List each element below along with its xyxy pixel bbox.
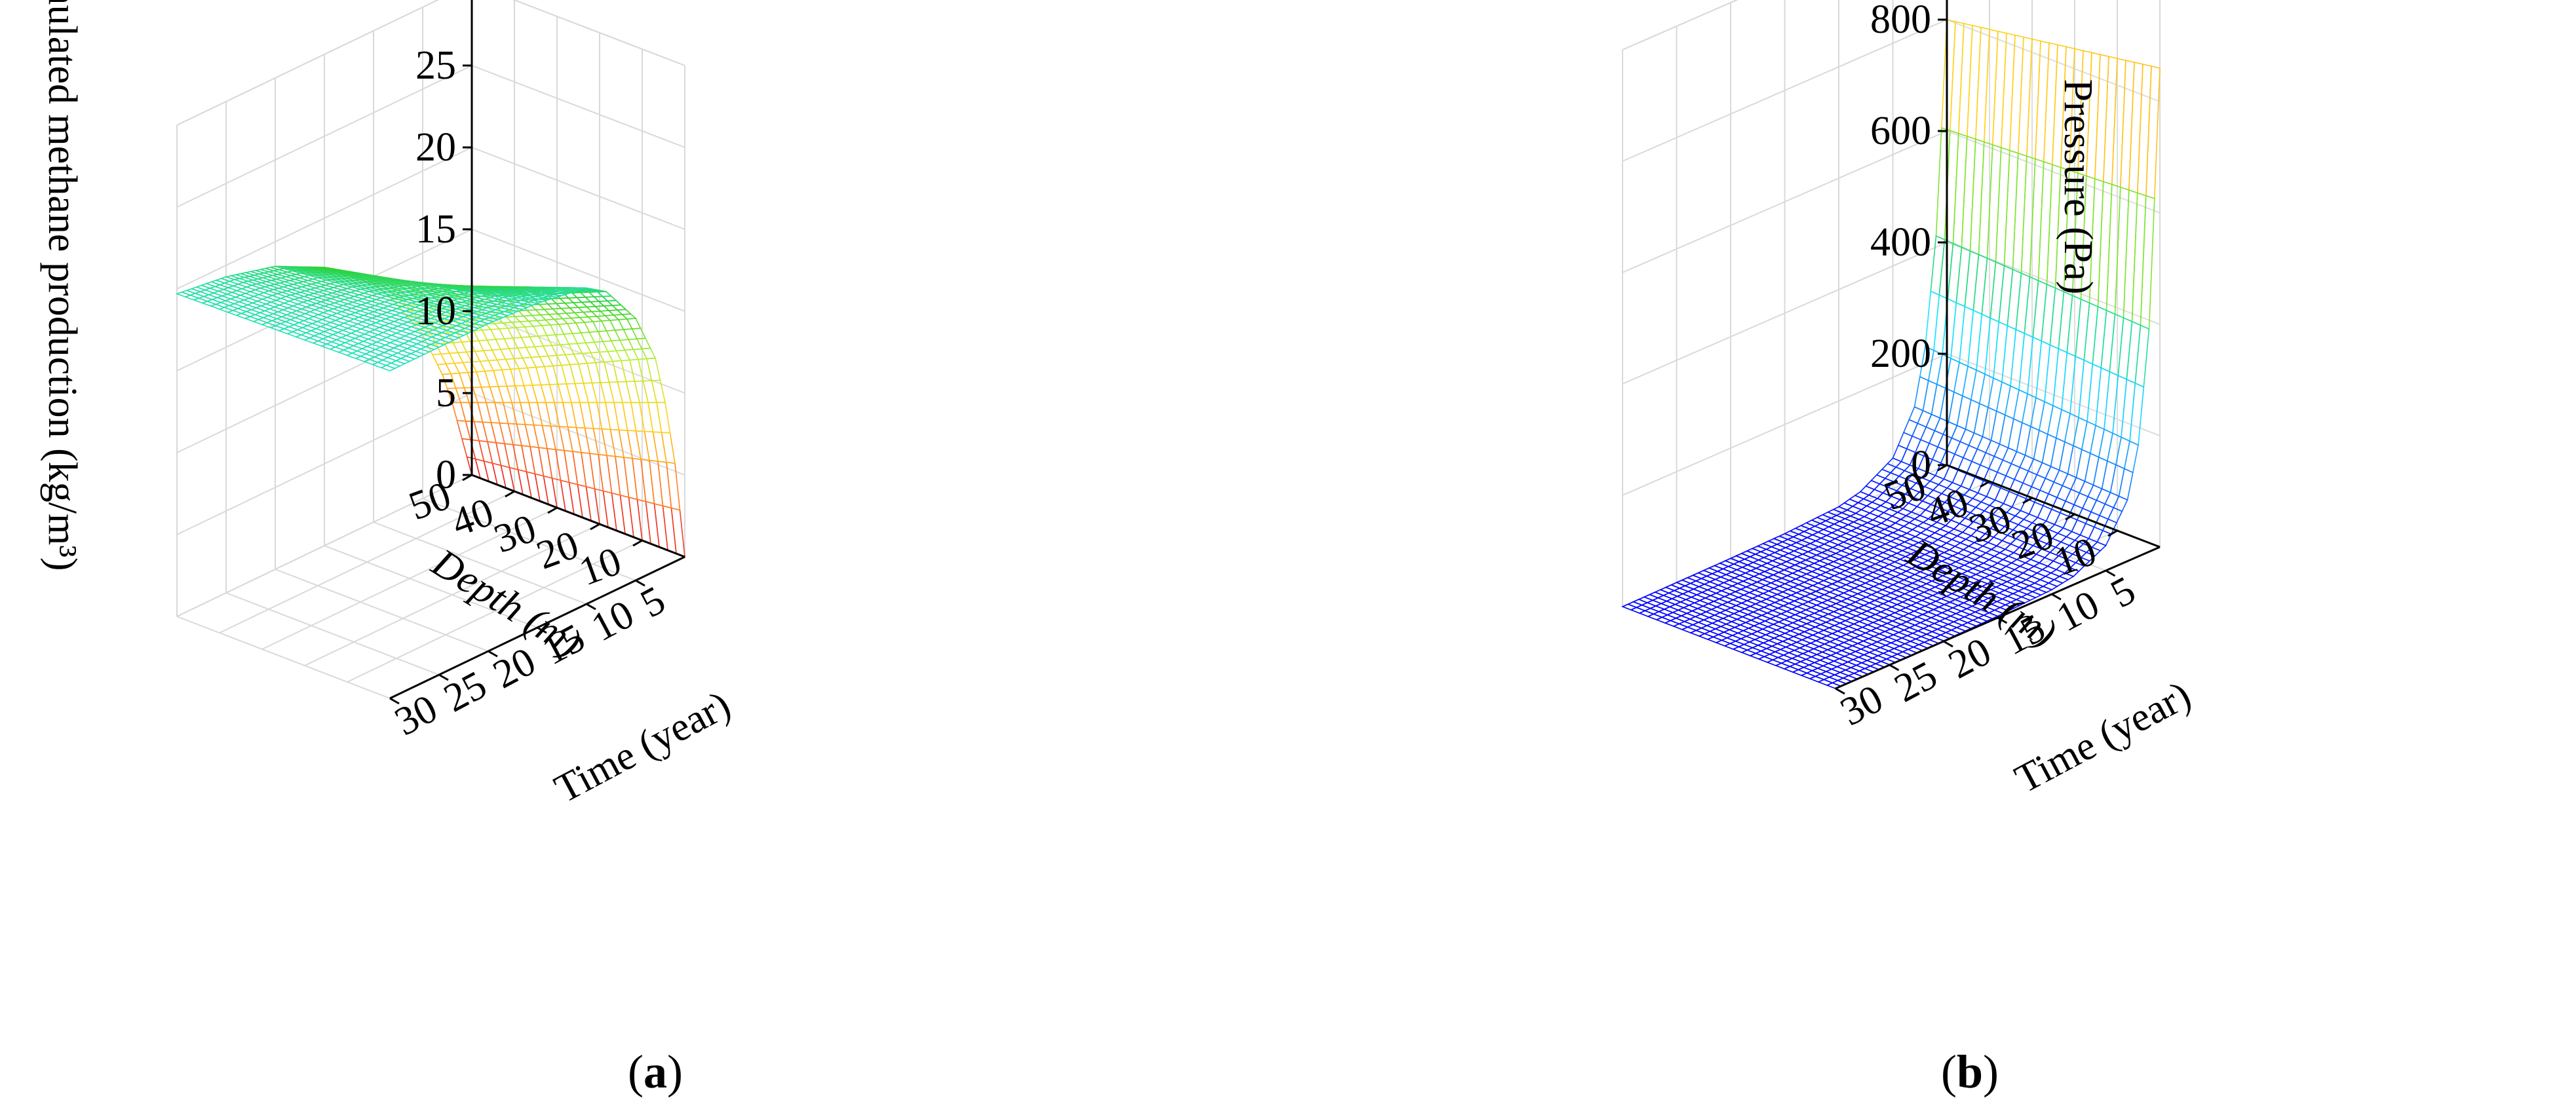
grid-line — [1946, 130, 2161, 214]
depth-tick-label: 20 — [531, 522, 585, 578]
grid-line — [176, 616, 391, 699]
grid-line — [1622, 130, 1948, 273]
depth-tick-mark — [590, 523, 600, 531]
depth-tick-mark — [632, 539, 643, 547]
grid-line — [471, 65, 685, 148]
time-tick-label: 5 — [634, 578, 672, 627]
chart-panel-a: 051015202530102030405051015202530Accumul… — [40, 0, 738, 1098]
time-tick-mark — [488, 650, 498, 658]
grid-line — [471, 147, 685, 230]
z-tick-label: 10 — [415, 289, 456, 333]
z-tick-label: 30 — [415, 0, 456, 6]
grid-line — [324, 545, 538, 628]
depth-axis-line — [471, 474, 685, 558]
depth-axis-line — [1946, 464, 2161, 548]
surface-b — [1621, 19, 2161, 689]
surface-a — [175, 265, 685, 558]
grid-line — [176, 147, 472, 290]
surface-plot-a: 051015202530102030405051015202530Accumul… — [40, 0, 738, 1098]
panel-label-a: (a) — [628, 1046, 683, 1098]
grid-line — [176, 65, 472, 208]
z-tick-label: 400 — [1870, 220, 1931, 265]
depth-tick-mark — [2107, 529, 2118, 537]
grid-line — [176, 392, 472, 535]
depth-tick-mark — [2022, 497, 2033, 504]
box-edge — [512, 0, 685, 66]
z-tick-label: 200 — [1870, 331, 1931, 376]
box-edge — [1622, 0, 1739, 50]
panel-label-b: (b) — [1941, 1046, 1999, 1098]
grid-line — [176, 474, 472, 617]
grid-line — [261, 507, 558, 650]
depth-tick-label: 40 — [446, 489, 499, 545]
depth-tick-mark — [505, 490, 515, 498]
z-tick-label: 600 — [1870, 109, 1931, 153]
grid-line — [1622, 353, 1948, 496]
grid-a — [176, 0, 685, 699]
time-axis-label: Time (year) — [548, 683, 738, 812]
time-tick-mark — [586, 603, 596, 611]
grid-line — [1946, 353, 2161, 436]
time-tick-mark — [1943, 640, 1953, 648]
grid-line — [225, 592, 440, 675]
depth-tick-mark — [1937, 464, 1948, 472]
depth-tick-mark — [1980, 480, 1990, 488]
z-axis-label: Pressure (Pa) — [2056, 79, 2100, 295]
grid-line — [471, 229, 685, 312]
depth-tick-mark — [547, 506, 558, 514]
grid-line — [1622, 242, 1948, 385]
z-tick-label: 0 — [1911, 443, 1931, 487]
time-tick-mark — [1997, 616, 2008, 624]
grid-line — [275, 569, 489, 652]
grid-line — [373, 521, 587, 605]
grid-line — [1622, 19, 1948, 162]
time-tick-mark — [1889, 664, 1900, 671]
time-tick-label: 5 — [2104, 568, 2142, 617]
time-tick-mark — [635, 579, 645, 587]
time-tick-mark — [438, 673, 449, 681]
z-tick-label: 5 — [436, 371, 456, 415]
depth-tick-label: 30 — [488, 506, 542, 561]
surface-cell — [379, 364, 396, 371]
time-axis-label: Time (year) — [2008, 673, 2198, 802]
z-tick-label: 20 — [415, 125, 456, 170]
time-tick-mark — [2051, 593, 2062, 601]
time-tick-mark — [389, 697, 400, 705]
grid-line — [471, 311, 685, 394]
z-tick-label: 25 — [415, 43, 456, 88]
time-tick-mark — [2105, 569, 2116, 577]
grid-line — [347, 540, 643, 683]
box-edge — [176, 0, 440, 126]
depth-tick-label: 10 — [573, 539, 627, 594]
z-tick-label: 0 — [436, 453, 456, 497]
grid-line — [304, 523, 600, 666]
grid-line — [512, 0, 685, 66]
time-tick-mark — [537, 626, 547, 634]
z-tick-label: 800 — [1870, 0, 1931, 42]
time-tick-mark — [1835, 687, 1845, 695]
grid-line — [422, 498, 636, 581]
depth-tick-mark — [462, 474, 472, 482]
surface-plot-b: 02004006008001000102030405051015202530Pr… — [1621, 0, 2198, 1098]
chart-panel-b: 02004006008001000102030405051015202530Pr… — [1288, 0, 2576, 1115]
z-axis-label: Accumulated methane production (kg/m³) — [40, 0, 85, 571]
grid-line — [219, 491, 515, 633]
depth-tick-mark — [2065, 513, 2075, 521]
z-tick-label: 15 — [415, 207, 456, 252]
